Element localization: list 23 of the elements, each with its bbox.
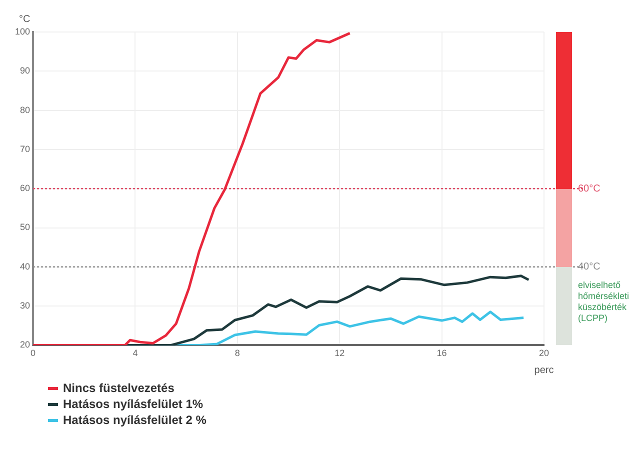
- x-tick-label: 16: [436, 348, 447, 358]
- x-tick-label: 8: [234, 348, 240, 358]
- x-tick-label: 12: [334, 348, 345, 358]
- y-tick-label: 100: [14, 26, 30, 36]
- x-axis-title: perc: [534, 364, 554, 376]
- x-tick-label: 20: [538, 348, 550, 358]
- x-tick-label: 4: [132, 348, 138, 358]
- y-tick-label: 40: [20, 261, 30, 272]
- y-tick-label: 70: [20, 144, 30, 154]
- legend-label: Nincs füstelvezetés: [63, 381, 174, 395]
- y-tick-label: 60: [20, 183, 30, 194]
- y-tick-label: 20: [20, 340, 30, 350]
- y-tick-label: 50: [20, 222, 30, 232]
- y-tick-label: 90: [20, 66, 30, 76]
- legend-label: Hatásos nyílásfelület 2 %: [63, 413, 206, 427]
- text: elviselhető hőmérsékleti küszöbérték (LCPP): [578, 280, 630, 323]
- y-axis-title: °C: [19, 14, 30, 25]
- legend-label: Hatásos nyílásfelület 1%: [63, 397, 204, 411]
- ref-line-label: 40°C: [578, 262, 600, 273]
- y-tick-label: 30: [20, 300, 30, 311]
- ref-line-label: 60°C: [578, 183, 600, 194]
- x-tick-label: 0: [30, 348, 36, 358]
- y-tick-label: 80: [20, 104, 30, 115]
